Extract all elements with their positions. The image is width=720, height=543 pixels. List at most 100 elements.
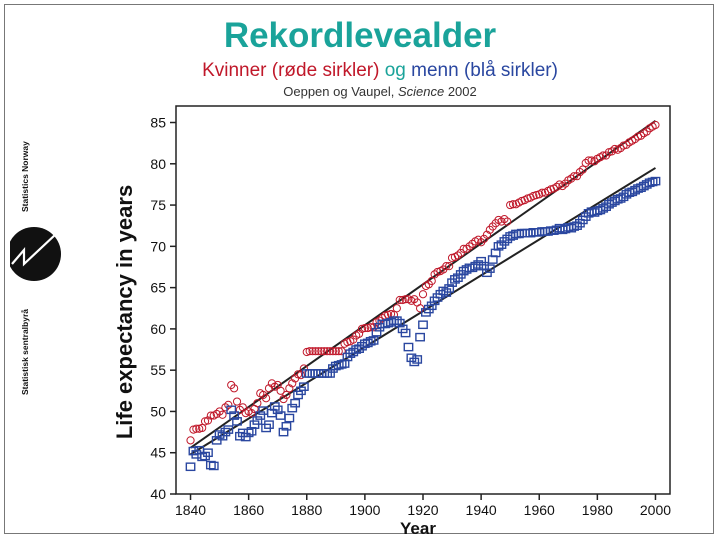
data-point-men xyxy=(243,428,254,438)
data-point-women xyxy=(337,347,346,356)
data-point-women xyxy=(224,400,233,409)
data-point-women xyxy=(354,329,364,338)
data-point-men xyxy=(298,382,309,391)
data-point-women xyxy=(308,347,317,356)
data-point-men xyxy=(281,422,292,431)
data-point-men xyxy=(220,427,231,437)
data-point-men xyxy=(226,405,237,415)
data-point-men xyxy=(418,320,428,330)
data-point-women xyxy=(261,394,271,403)
y-tick-label: 40 xyxy=(150,486,166,502)
data-point-women xyxy=(572,172,582,181)
source-authors: Oeppen og Vaupel, xyxy=(283,84,395,99)
data-point-women xyxy=(232,397,242,406)
ssb-logo-icon xyxy=(10,227,61,281)
data-point-men xyxy=(223,425,234,434)
data-point-men xyxy=(499,237,510,246)
data-point-women xyxy=(418,290,428,299)
data-point-men xyxy=(572,221,582,231)
data-point-men xyxy=(400,328,411,338)
data-point-women xyxy=(366,323,375,332)
data-point-men xyxy=(290,398,301,408)
data-point-men xyxy=(391,316,402,325)
y-tick-label: 65 xyxy=(150,280,166,296)
data-point-men xyxy=(208,461,219,471)
logo-bottom-text: Statistisk sentralbyrå xyxy=(20,309,30,395)
data-point-women xyxy=(198,423,207,433)
data-point-men xyxy=(362,338,373,348)
data-point-women xyxy=(570,172,579,181)
data-point-women xyxy=(369,323,378,332)
x-tick-label: 1880 xyxy=(291,502,322,518)
data-point-men xyxy=(476,256,487,266)
slide-title: Rekordlevealder xyxy=(223,16,497,55)
data-point-women xyxy=(456,248,465,258)
x-tick-label: 1960 xyxy=(524,502,555,518)
data-point-men xyxy=(650,176,661,186)
data-point-women xyxy=(206,411,215,420)
data-point-men xyxy=(412,355,423,364)
data-point-women xyxy=(331,347,340,356)
logo-top-text: Statistics Norway xyxy=(20,141,30,212)
data-point-women xyxy=(578,165,587,174)
data-point-women xyxy=(453,251,462,260)
data-point-women xyxy=(590,157,599,166)
data-point-women xyxy=(218,410,227,419)
data-point-men xyxy=(566,223,577,233)
subtitle-women: Kvinner (røde sirkler) xyxy=(202,60,380,81)
data-point-men xyxy=(612,194,623,204)
data-point-women xyxy=(314,347,323,356)
ssb-logo: Statistics Norway Statistisk sentralbyrå xyxy=(10,141,61,395)
x-tick-label: 1980 xyxy=(582,502,613,518)
data-point-women xyxy=(503,217,512,226)
data-point-women xyxy=(253,399,262,408)
data-point-women xyxy=(497,217,506,226)
data-point-men xyxy=(415,332,425,342)
x-tick-label: 1940 xyxy=(466,502,497,518)
data-point-men xyxy=(394,318,405,328)
data-point-women xyxy=(317,347,326,356)
data-point-men xyxy=(214,430,225,439)
data-point-women xyxy=(276,386,285,395)
y-tick-label: 60 xyxy=(150,321,166,337)
data-point-men xyxy=(484,264,495,273)
source-citation: Oeppen og Vaupel, Science 2002 xyxy=(0,84,720,99)
data-point-women xyxy=(465,242,474,251)
data-point-women xyxy=(221,403,230,412)
data-point-women xyxy=(462,244,471,253)
source-journal: Science xyxy=(397,84,445,99)
slide-subtitle: Kvinner (røde sirkler) og menn (blå sirk… xyxy=(0,60,720,82)
data-point-women xyxy=(212,409,221,419)
subtitle-og: og xyxy=(384,60,406,81)
data-point-men xyxy=(354,344,364,354)
data-point-women xyxy=(442,262,451,271)
data-point-women xyxy=(474,235,483,244)
data-point-men xyxy=(409,357,420,367)
data-point-women xyxy=(584,156,593,165)
data-point-women xyxy=(500,214,509,224)
data-point-women xyxy=(305,347,314,356)
data-point-women xyxy=(334,347,343,356)
data-point-women xyxy=(328,347,338,356)
data-point-men xyxy=(371,327,382,337)
x-tick-label: 1860 xyxy=(233,502,264,518)
data-point-women xyxy=(575,167,585,177)
data-point-women xyxy=(538,188,547,197)
data-point-women xyxy=(636,131,646,140)
data-point-men xyxy=(205,460,216,470)
data-point-men xyxy=(232,417,242,426)
x-tick-label: 1900 xyxy=(349,502,380,518)
x-tick-label: 1840 xyxy=(175,502,206,518)
data-point-women xyxy=(607,147,616,156)
data-point-women xyxy=(395,295,404,305)
data-point-women xyxy=(186,436,195,445)
data-point-women xyxy=(288,379,297,388)
series-layer xyxy=(185,120,661,472)
data-point-men xyxy=(368,336,379,345)
data-point-women xyxy=(230,384,239,393)
data-point-men xyxy=(272,405,283,415)
data-point-men xyxy=(444,284,455,293)
data-point-women xyxy=(296,371,306,380)
data-point-women xyxy=(508,200,518,209)
data-point-men xyxy=(426,301,437,311)
